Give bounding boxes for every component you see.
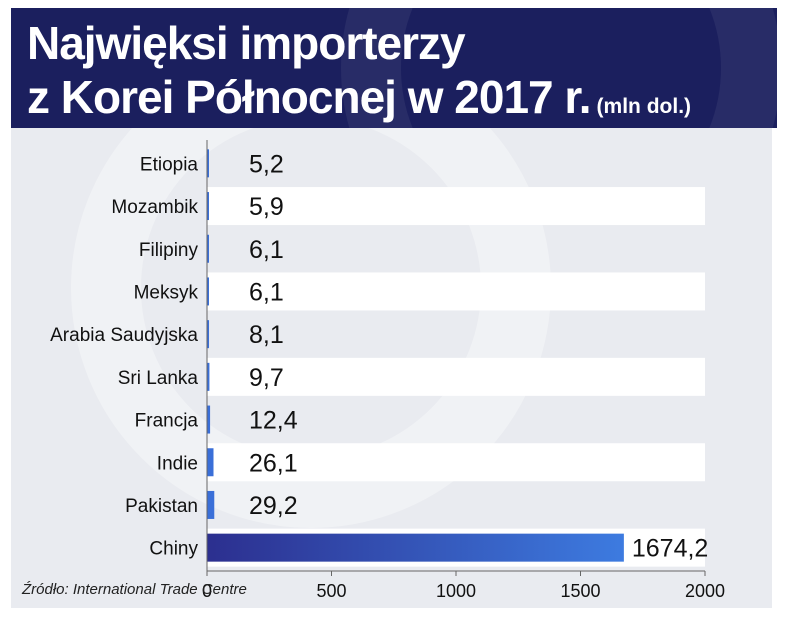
value-label: 5,9	[249, 193, 284, 221]
value-label: 8,1	[249, 321, 284, 349]
bar	[207, 234, 209, 263]
category-label: Francja	[135, 411, 199, 432]
x-tick-label: 500	[316, 581, 346, 601]
category-label: Arabia Saudyjska	[50, 325, 198, 346]
value-label: 12,4	[249, 407, 298, 435]
row-band	[207, 187, 705, 226]
x-tick-label: 1500	[560, 581, 600, 601]
chart-title-line-2: z Korei Północnej w 2017 r. (mln dol.)	[27, 74, 691, 120]
bar	[207, 192, 209, 221]
category-label: Indie	[157, 453, 198, 474]
value-label: 6,1	[249, 278, 284, 306]
value-label: 26,1	[249, 449, 298, 477]
category-label: Chiny	[149, 539, 198, 560]
row-band	[207, 272, 705, 311]
bar	[207, 448, 214, 477]
x-tick-label: 1000	[436, 581, 476, 601]
bar	[207, 362, 210, 391]
chart-unit: (mln dol.)	[596, 95, 692, 118]
bar	[207, 277, 209, 306]
category-label: Mozambik	[111, 197, 198, 218]
chart-header: Najwięksi importerzy z Korei Północnej w…	[11, 8, 777, 128]
row-band	[207, 443, 705, 482]
category-label: Meksyk	[134, 282, 199, 303]
bar	[207, 533, 624, 562]
bar	[207, 320, 210, 349]
source-note: Źródło: International Trade Centre	[22, 581, 247, 598]
category-label: Filipiny	[139, 240, 199, 261]
bar	[207, 149, 209, 178]
value-label: 5,2	[249, 150, 284, 178]
value-label: 9,7	[249, 364, 284, 392]
category-label: Pakistan	[125, 496, 198, 517]
bar	[207, 405, 211, 434]
chart-title-line-1: Najwięksi importerzy	[27, 17, 466, 69]
x-tick-label: 2000	[685, 581, 725, 601]
category-label: Sri Lanka	[118, 368, 199, 389]
category-label: Etiopia	[140, 154, 199, 175]
row-band	[207, 357, 705, 396]
header-decorative-ring	[341, 8, 777, 128]
bar	[207, 490, 215, 519]
value-label: 6,1	[249, 236, 284, 264]
x-tick-label: 0	[202, 581, 212, 601]
chart-title-line-2-text: z Korei Północnej w 2017 r.	[27, 71, 592, 123]
value-label: 29,2	[249, 492, 298, 520]
value-label: 1674,2	[632, 535, 708, 563]
